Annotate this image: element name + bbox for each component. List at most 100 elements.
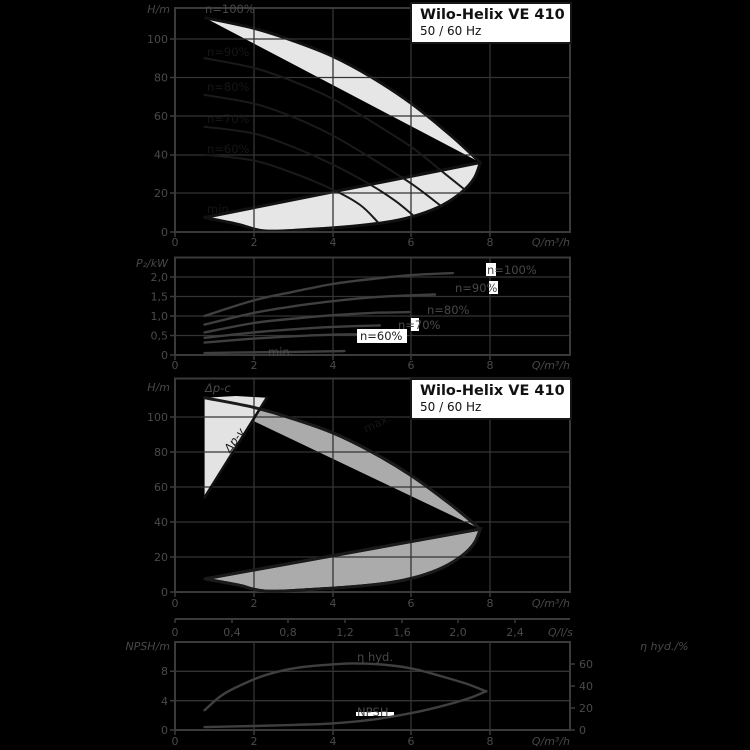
right-tick: 40: [579, 680, 593, 693]
right-tick: 20: [579, 702, 593, 715]
y-tick: 0: [161, 586, 168, 599]
x-tick: 8: [487, 597, 494, 610]
axis-ticks: [170, 416, 491, 597]
plot-border: [174, 256, 571, 356]
top-tick: 2,4: [506, 626, 524, 639]
x-tick: 0: [172, 735, 179, 748]
y-tick: 60: [154, 110, 168, 123]
x-tick: 4: [330, 236, 337, 249]
x-tick: 6: [408, 359, 415, 372]
right-axis-label: η hyd./%: [640, 640, 689, 653]
x-tick: 4: [330, 597, 337, 610]
chart-title-box: Wilo-Helix VE 410 50 / 60 Hz: [410, 2, 572, 44]
pump-model-title: Wilo-Helix VE 410: [420, 383, 565, 399]
left-tick: 8: [161, 665, 168, 678]
y-tick: 100: [147, 33, 168, 46]
axis-ticks: [170, 663, 575, 735]
x-axis-label: Q/m³/h: [532, 359, 570, 372]
eta-curve-label: η hyd.: [357, 650, 393, 664]
y-tick: 2,0: [151, 271, 169, 284]
y-tick: 0,5: [151, 330, 169, 343]
power-chart: P₂/kW 2,0 1,5 1,0 0,5 0 0 2 4 6 8 Q/m³/h…: [136, 256, 571, 372]
pump-model-title: Wilo-Helix VE 410: [420, 7, 565, 23]
curve-label-min: min.: [268, 345, 293, 359]
curve-label-n80: n=80%: [427, 303, 470, 317]
curve-label-n100: n=100%: [205, 2, 255, 16]
dpc-label: Δp-c: [204, 381, 231, 395]
y-tick: 20: [154, 187, 168, 200]
y-tick: 80: [154, 72, 168, 85]
y-axis-label: H/m: [147, 381, 170, 394]
npsh-curve: [203, 689, 488, 729]
y-tick: 100: [147, 411, 168, 424]
x-tick: 6: [408, 236, 415, 249]
frequency-subtitle: 50 / 60 Hz: [420, 24, 482, 38]
x-tick: 8: [487, 735, 494, 748]
power-curve-n90: [203, 293, 437, 326]
power-curve-n100: [203, 271, 454, 318]
top-tick: 0,8: [279, 626, 297, 639]
right-tick: 0: [579, 724, 586, 737]
left-axis-label: NPSH/m: [125, 640, 170, 653]
envelope-outline: [203, 396, 483, 593]
npsh-curve-label: NPSH: [357, 705, 389, 719]
y-tick: 40: [154, 516, 168, 529]
top-tick: 1,2: [336, 626, 354, 639]
top-axis-label: Q/l/s: [548, 626, 573, 639]
label-knockout: [357, 329, 407, 343]
x-axis-label: Q/m³/h: [532, 735, 570, 748]
x-tick: 0: [172, 359, 179, 372]
x-tick: 2: [251, 236, 258, 249]
curve-n60: [203, 153, 379, 224]
frequency-subtitle: 50 / 60 Hz: [420, 400, 482, 414]
left-tick: 0: [161, 724, 168, 737]
left-tick: 4: [161, 695, 168, 708]
y-tick: 1,5: [151, 291, 169, 304]
label-knockout: [411, 318, 419, 331]
power-curve-n60: [203, 333, 362, 344]
npsh-efficiency-chart: 0 0,4 0,8 1,2 1,6 2,0 2,4 Q/l/s NPSH/m 8…: [125, 618, 689, 748]
plot-border: [174, 7, 571, 233]
top-tick: 1,6: [393, 626, 411, 639]
x-tick: 0: [172, 236, 179, 249]
curve-label-n80: n=80%: [207, 80, 250, 94]
x-tick: 2: [251, 597, 258, 610]
max-label: max.: [361, 411, 393, 436]
x-tick: 6: [408, 597, 415, 610]
curve-n70: [203, 125, 415, 217]
curve-n90: [203, 57, 466, 191]
power-curve-min: [203, 349, 346, 355]
y-tick: 80: [154, 446, 168, 459]
duty-range-chart: H/m 100 80 60 40 20 0 0 2 4 6 8 Q/m³/h Δ…: [147, 377, 571, 610]
y-tick: 40: [154, 149, 168, 162]
x-tick: 0: [172, 597, 179, 610]
y-tick: 1,0: [151, 310, 169, 323]
y-tick: 0: [161, 226, 168, 239]
power-curve-n80: [203, 310, 411, 334]
y-axis-label: P₂/kW: [136, 257, 169, 270]
axis-ticks: [170, 276, 491, 360]
curve-label-min: min.: [207, 202, 232, 216]
x-tick: 2: [251, 735, 258, 748]
label-knockout: [356, 712, 394, 716]
x-axis-label: Q/m³/h: [532, 597, 570, 610]
grid-lines: [175, 642, 570, 730]
y-tick: 0: [161, 349, 168, 362]
x-tick: 8: [487, 359, 494, 372]
dpv-line: [203, 396, 269, 499]
power-curve-n70: [203, 324, 382, 340]
x-axis-label: Q/m³/h: [532, 236, 570, 249]
chart-title-box: Wilo-Helix VE 410 50 / 60 Hz: [410, 378, 572, 420]
y-axis-label: H/m: [147, 3, 170, 16]
curve-label-n90: n=90%: [455, 281, 498, 295]
grid-lines: [175, 8, 570, 232]
curve-label-n70: n=70%: [398, 318, 441, 332]
top-scale-ticks: [174, 619, 516, 623]
x-tick: 8: [487, 236, 494, 249]
qh-performance-chart: H/m 100 80 60 40 20 0 0 2 4 6 8 Q/m³/h n…: [147, 2, 571, 249]
plot-border: [174, 377, 571, 593]
curve-label-n60: n=60%: [360, 329, 403, 343]
curve-label-n90: n=90%: [207, 45, 250, 59]
axis-ticks: [170, 38, 491, 237]
